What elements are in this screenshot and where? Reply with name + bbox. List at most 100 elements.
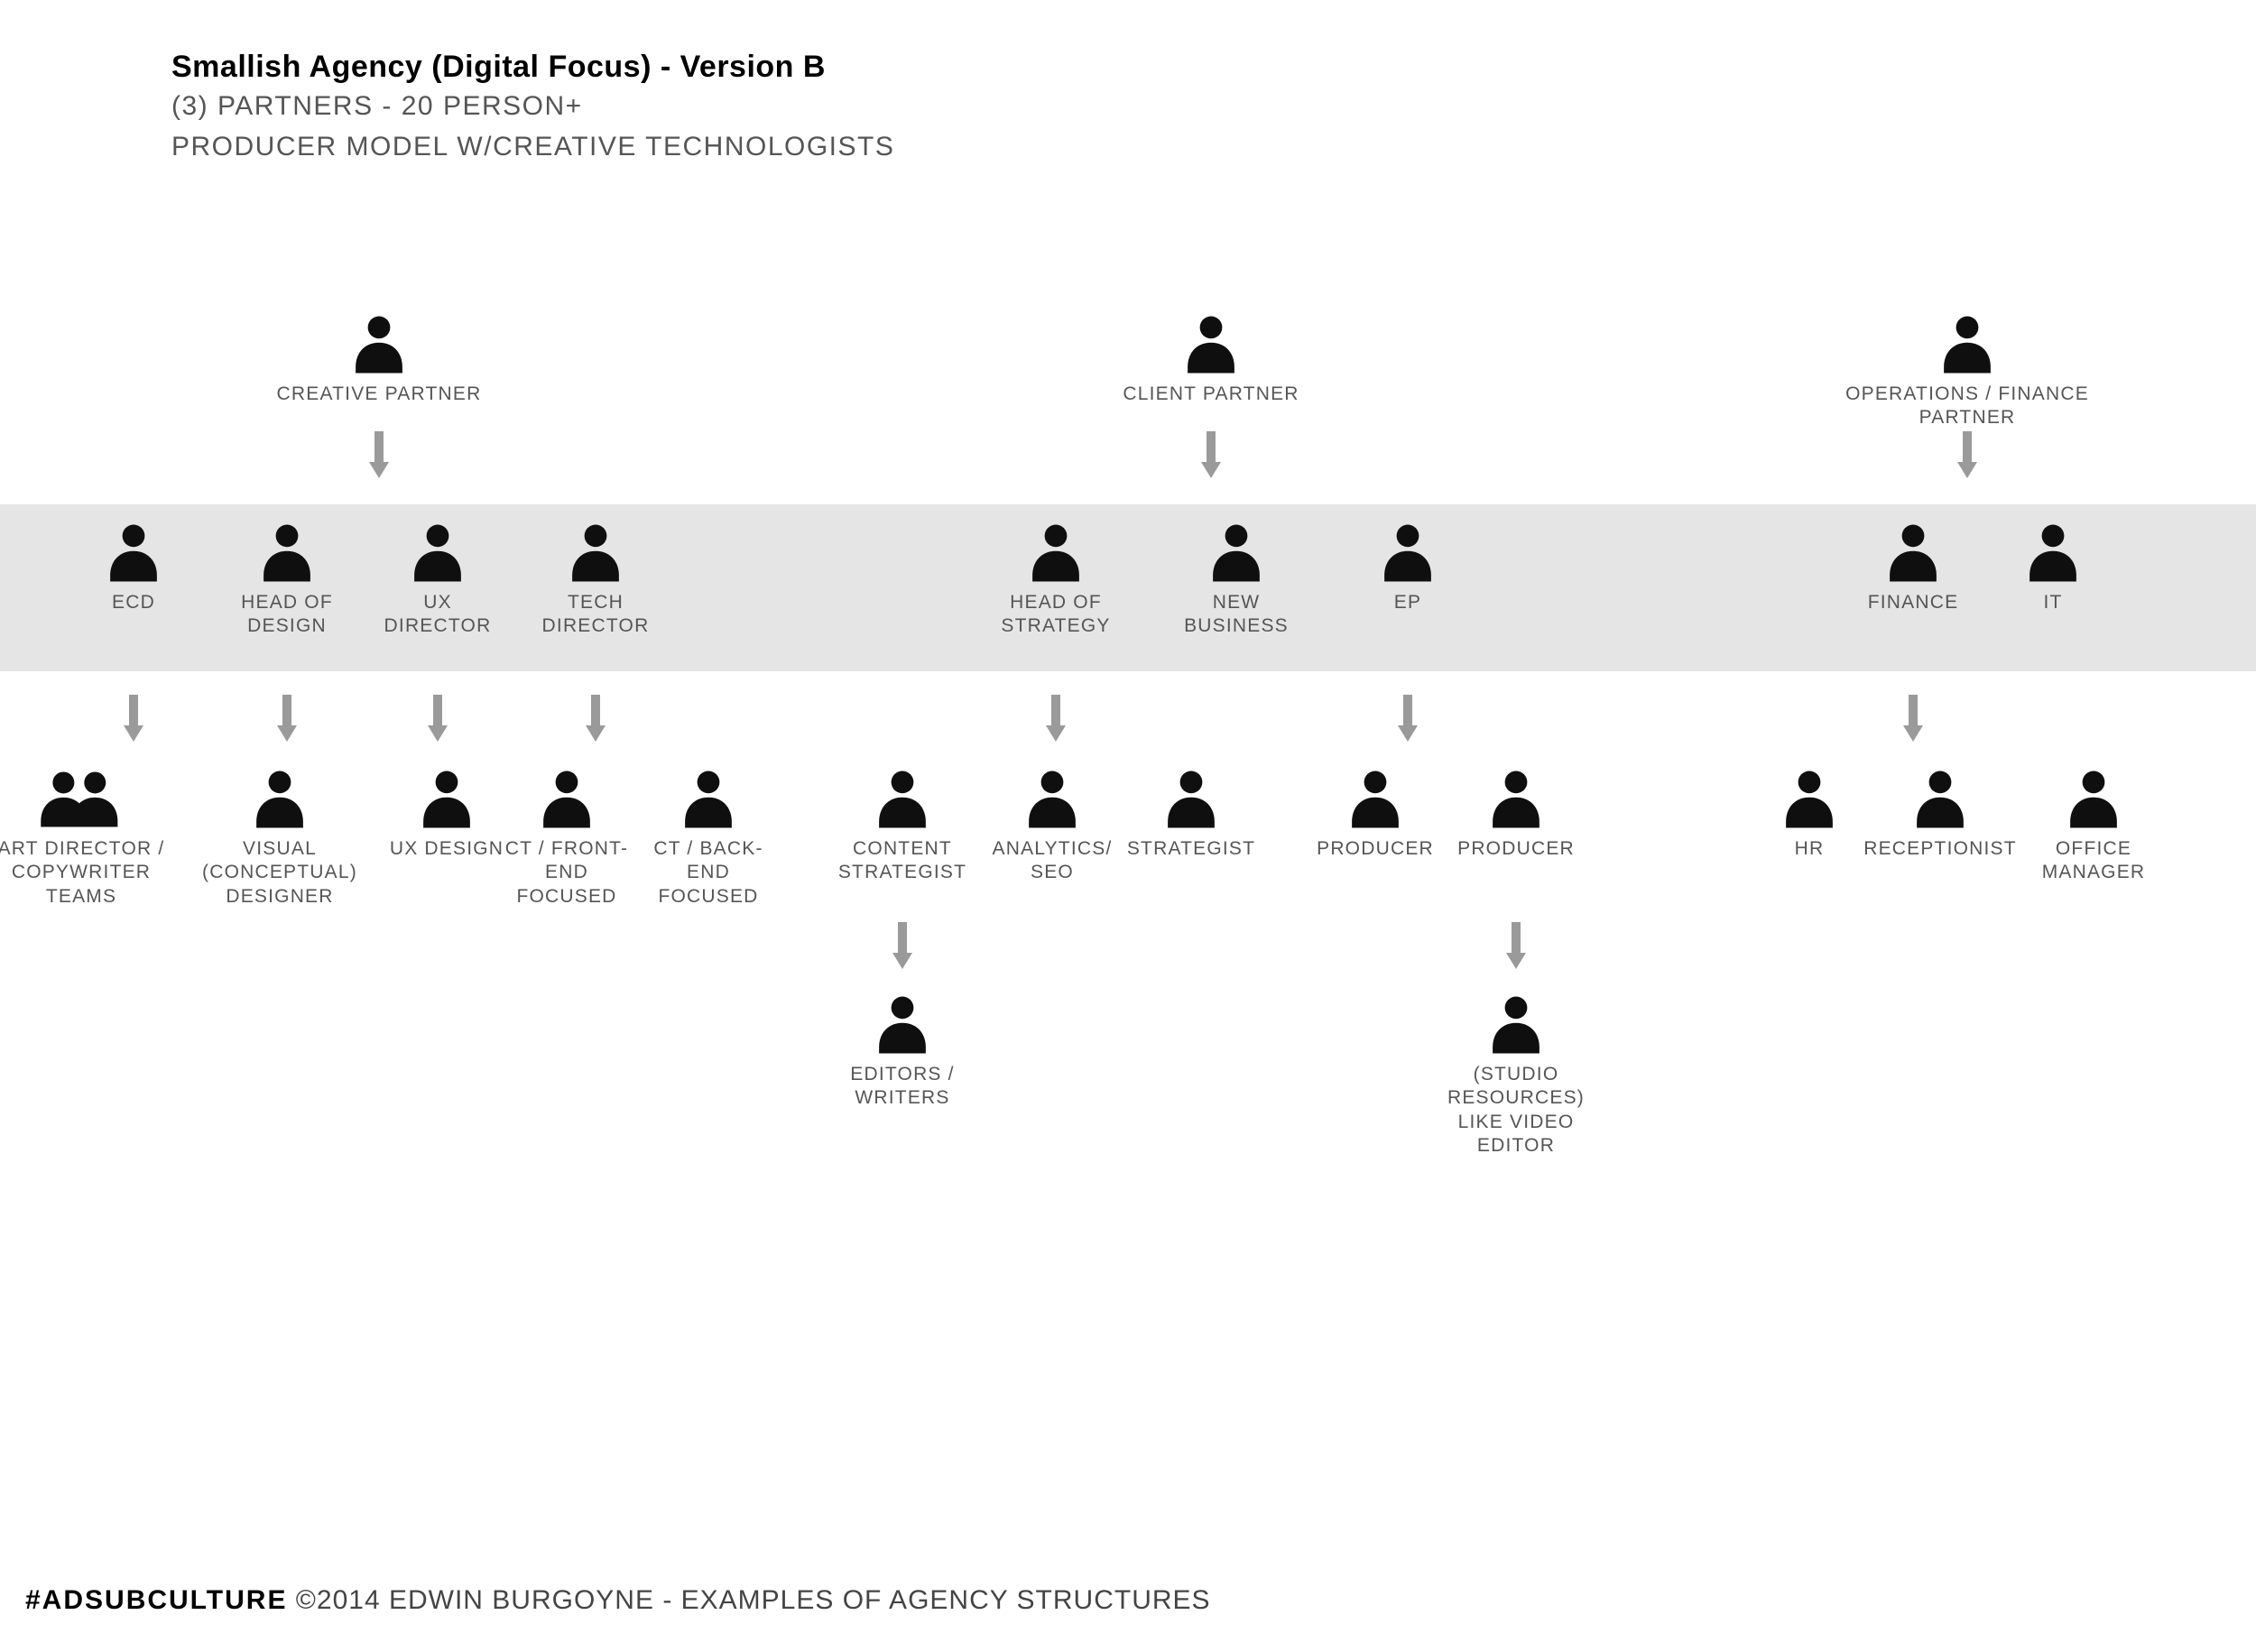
team-node: RECEPTIONIST	[1863, 767, 2017, 861]
role-label: NEW BUSINESS	[1160, 591, 1313, 639]
role-label: PRODUCER	[1453, 837, 1579, 861]
role-label: CT / FRONT-END FOCUSED	[495, 837, 639, 909]
team-node: ART DIRECTOR / COPYWRITER TEAMS	[0, 767, 176, 909]
person-icon	[1363, 521, 1453, 586]
person-icon	[985, 767, 1120, 832]
person-icon	[2008, 521, 2098, 586]
team-node: VISUAL (CONCEPTUAL) DESIGNER	[194, 767, 365, 909]
role-label: CLIENT PARTNER	[1094, 383, 1328, 406]
team-node: ANALYTICS/ SEO	[985, 767, 1120, 885]
person-icon	[370, 521, 505, 586]
person-icon	[1760, 767, 1859, 832]
person-icon	[826, 767, 979, 832]
role-label: (STUDIO RESOURCES) LIKE VIDEO EDITOR	[1435, 1063, 1597, 1158]
team-node: OFFICE MANAGER	[2021, 767, 2166, 885]
role-label: PRODUCER	[1312, 837, 1438, 861]
person-icon	[262, 312, 496, 377]
role-label: UX DESIGN	[384, 837, 510, 861]
down-arrow-icon	[1956, 431, 1979, 478]
head-node: EP	[1363, 521, 1453, 614]
role-label: CT / BACK-END FOCUSED	[636, 837, 781, 909]
head-node: ECD	[84, 521, 183, 614]
person-icon	[1841, 312, 2094, 377]
head-node: HEAD OF DESIGN	[206, 521, 368, 639]
team-node: CONTENT STRATEGIST	[826, 767, 979, 885]
person-icon	[1312, 767, 1438, 832]
head-node: FINANCE	[1850, 521, 1976, 614]
role-label: IT	[2008, 591, 2098, 614]
head-node: HEAD OF STRATEGY	[961, 521, 1151, 639]
role-label: HR	[1760, 837, 1859, 861]
footer-text: ©2014 EDWIN BURGOYNE - EXAMPLES OF AGENC…	[287, 1585, 1210, 1615]
person-icon	[0, 767, 176, 832]
person-icon	[519, 521, 672, 586]
page-title: Smallish Agency (Digital Focus) - Versio…	[171, 50, 894, 85]
sub-node: (STUDIO RESOURCES) LIKE VIDEO EDITOR	[1435, 992, 1597, 1158]
footer-hashtag: #ADSUBCULTURE	[25, 1585, 287, 1615]
person-icon	[206, 521, 368, 586]
role-label: FINANCE	[1850, 591, 1976, 614]
down-arrow-icon	[122, 695, 145, 742]
down-arrow-icon	[1396, 695, 1419, 742]
role-label: RECEPTIONIST	[1863, 837, 2017, 861]
subtitle-line-1: (3) PARTNERS - 20 PERSON+	[171, 88, 894, 125]
team-node: PRODUCER	[1453, 767, 1579, 861]
down-arrow-icon	[891, 922, 914, 969]
team-node: STRATEGIST	[1123, 767, 1259, 861]
person-icon	[1094, 312, 1328, 377]
team-node: CT / BACK-END FOCUSED	[636, 767, 781, 909]
down-arrow-icon	[1044, 695, 1068, 742]
partner-node: OPERATIONS / FINANCE PARTNER	[1841, 312, 2094, 430]
header: Smallish Agency (Digital Focus) - Versio…	[171, 50, 894, 165]
footer: #ADSUBCULTURE ©2014 EDWIN BURGOYNE - EXA…	[25, 1585, 1211, 1616]
head-node: UX DIRECTOR	[370, 521, 505, 639]
person-icon	[1160, 521, 1313, 586]
role-label: VISUAL (CONCEPTUAL) DESIGNER	[194, 837, 365, 909]
team-node: HR	[1760, 767, 1859, 861]
head-node: IT	[2008, 521, 2098, 614]
person-icon	[1435, 992, 1597, 1057]
role-label: TECH DIRECTOR	[519, 591, 672, 639]
role-label: UX DIRECTOR	[370, 591, 505, 639]
person-icon	[1453, 767, 1579, 832]
down-arrow-icon	[584, 695, 607, 742]
down-arrow-icon	[367, 431, 391, 478]
role-label: ANALYTICS/ SEO	[985, 837, 1120, 885]
down-arrow-icon	[1504, 922, 1528, 969]
person-icon	[495, 767, 639, 832]
role-label: OFFICE MANAGER	[2021, 837, 2166, 885]
sub-node: EDITORS / WRITERS	[803, 992, 1002, 1111]
person-icon	[384, 767, 510, 832]
role-label: CREATIVE PARTNER	[262, 383, 496, 406]
team-node: UX DESIGN	[384, 767, 510, 861]
down-arrow-icon	[1901, 695, 1925, 742]
page: Smallish Agency (Digital Focus) - Versio…	[0, 0, 2256, 1652]
person-icon	[1863, 767, 2017, 832]
person-icon	[1123, 767, 1259, 832]
down-arrow-icon	[426, 695, 449, 742]
person-icon	[961, 521, 1151, 586]
team-node: PRODUCER	[1312, 767, 1438, 861]
person-icon	[2021, 767, 2166, 832]
role-label: EP	[1363, 591, 1453, 614]
role-label: CONTENT STRATEGIST	[826, 837, 979, 885]
role-label: EDITORS / WRITERS	[803, 1063, 1002, 1111]
person-icon	[803, 992, 1002, 1057]
down-arrow-icon	[275, 695, 299, 742]
partner-node: CLIENT PARTNER	[1094, 312, 1328, 406]
person-icon	[194, 767, 365, 832]
subtitle-line-2: PRODUCER MODEL W/CREATIVE TECHNOLOGISTS	[171, 129, 894, 166]
head-node: TECH DIRECTOR	[519, 521, 672, 639]
person-icon	[84, 521, 183, 586]
role-label: STRATEGIST	[1123, 837, 1259, 861]
team-node: CT / FRONT-END FOCUSED	[495, 767, 639, 909]
partner-node: CREATIVE PARTNER	[262, 312, 496, 406]
role-label: HEAD OF DESIGN	[206, 591, 368, 639]
role-label: ECD	[84, 591, 183, 614]
role-label: HEAD OF STRATEGY	[961, 591, 1151, 639]
head-node: NEW BUSINESS	[1160, 521, 1313, 639]
person-icon	[636, 767, 781, 832]
person-icon	[1850, 521, 1976, 586]
role-label: ART DIRECTOR / COPYWRITER TEAMS	[0, 837, 176, 909]
role-label: OPERATIONS / FINANCE PARTNER	[1841, 383, 2094, 430]
